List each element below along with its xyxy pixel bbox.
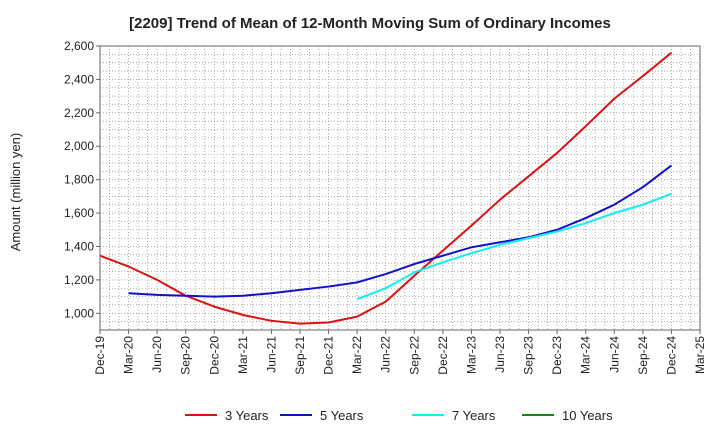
x-tick-label: Mar-25 — [693, 336, 707, 374]
x-axis-ticks: Dec-19 Mar-20 Jun-20 Sep-20 Dec-20 Mar-21 Jun-… — [93, 330, 707, 375]
horizontal-grid — [100, 53, 700, 323]
x-tick-label: Dec-21 — [322, 336, 336, 375]
series-lines — [99, 51, 673, 325]
x-tick-label: Sep-20 — [179, 336, 193, 375]
x-tick-label: Dec-19 — [93, 336, 107, 375]
legend: 3 Years 5 Years 7 Years 10 Years — [185, 408, 613, 423]
x-tick-label: Jun-22 — [379, 336, 393, 373]
x-tick-label: Sep-21 — [293, 336, 307, 375]
y-tick-label: 1,000 — [64, 306, 94, 320]
legend-label: 7 Years — [452, 408, 496, 423]
y-tick-label: 2,400 — [64, 72, 94, 86]
x-tick-label: Mar-23 — [464, 336, 478, 374]
y-tick-label: 1,800 — [64, 173, 94, 187]
y-axis-label: Amount (million yen) — [8, 133, 23, 252]
x-tick-label: Mar-20 — [122, 336, 136, 374]
x-tick-label: Mar-24 — [579, 336, 593, 374]
x-tick-label: Mar-22 — [350, 336, 364, 374]
x-tick-label: Jun-21 — [264, 336, 278, 373]
x-tick-label: Sep-23 — [522, 336, 536, 375]
y-tick-label: 1,600 — [64, 206, 94, 220]
x-tick-label: Dec-22 — [436, 336, 450, 375]
legend-label: 5 Years — [320, 408, 364, 423]
series-line-3-years — [99, 51, 673, 325]
y-tick-label: 2,200 — [64, 106, 94, 120]
x-tick-label: Sep-24 — [636, 336, 650, 375]
x-tick-label: Dec-20 — [207, 336, 221, 375]
y-axis-ticks: 1,000 1,200 1,400 1,600 1,800 2,000 2,200 2,400… — [64, 39, 100, 320]
x-tick-label: Dec-23 — [550, 336, 564, 375]
x-tick-label: Dec-24 — [664, 336, 678, 375]
y-tick-label: 1,200 — [64, 273, 94, 287]
plot-border — [99, 45, 701, 331]
x-tick-label: Jun-23 — [493, 336, 507, 373]
series-line-5-years — [128, 164, 673, 298]
legend-label: 3 Years — [225, 408, 269, 423]
x-tick-label: Sep-22 — [407, 336, 421, 375]
x-tick-label: Jun-20 — [150, 336, 164, 373]
series-line-7-years — [356, 192, 672, 301]
legend-label: 10 Years — [562, 408, 613, 423]
y-tick-label: 2,600 — [64, 39, 94, 53]
x-tick-label: Mar-21 — [236, 336, 250, 374]
y-tick-label: 1,400 — [64, 239, 94, 253]
x-tick-label: Jun-24 — [607, 336, 621, 373]
chart-title: [2209] Trend of Mean of 12-Month Moving … — [129, 15, 611, 32]
y-tick-label: 2,000 — [64, 139, 94, 153]
